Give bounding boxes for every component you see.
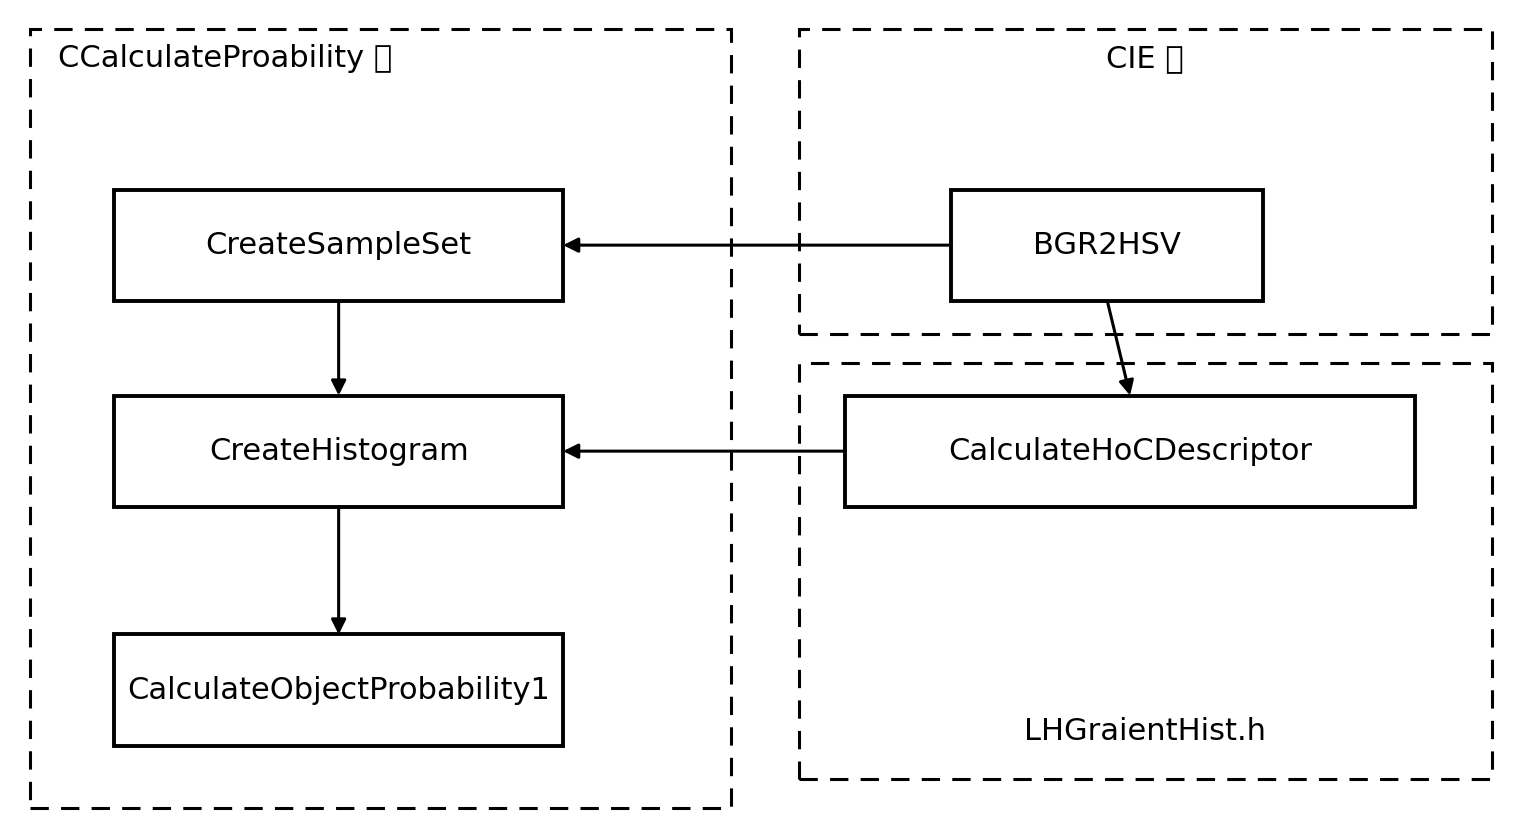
Text: CreateHistogram: CreateHistogram	[209, 437, 469, 466]
Bar	[30, 29, 731, 808]
Text: CCalculateProability 类: CCalculateProability 类	[58, 44, 393, 73]
Text: CreateSampleSet: CreateSampleSet	[205, 231, 472, 260]
Bar	[114, 190, 563, 301]
Bar	[845, 396, 1415, 507]
Text: LHGraientHist.h: LHGraientHist.h	[1024, 717, 1266, 746]
Bar	[799, 363, 1492, 779]
Text: BGR2HSV: BGR2HSV	[1033, 231, 1181, 260]
Bar	[951, 190, 1263, 301]
Bar	[114, 396, 563, 507]
Text: CIE 类: CIE 类	[1106, 44, 1184, 73]
Text: CalculateObjectProbability1: CalculateObjectProbability1	[128, 676, 549, 705]
Bar	[114, 634, 563, 746]
Text: CalculateHoCDescriptor: CalculateHoCDescriptor	[948, 437, 1312, 466]
Bar	[799, 29, 1492, 334]
